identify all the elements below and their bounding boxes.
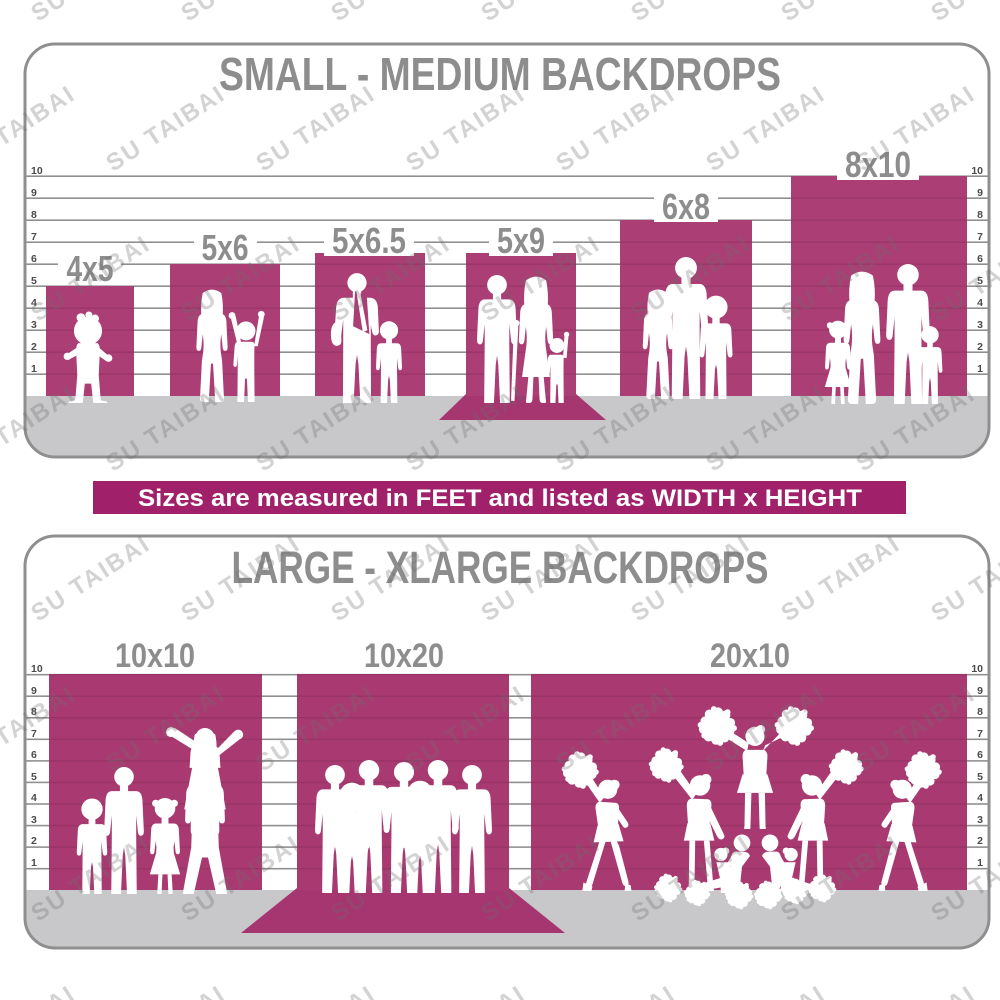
svg-text:3: 3 (977, 319, 983, 331)
svg-text:6: 6 (977, 749, 983, 761)
svg-text:1: 1 (977, 363, 983, 375)
svg-text:6x8: 6x8 (662, 186, 710, 227)
svg-text:4: 4 (31, 792, 37, 804)
svg-text:10: 10 (31, 663, 43, 675)
svg-text:9: 9 (977, 685, 983, 697)
svg-text:3: 3 (977, 814, 983, 826)
svg-text:5: 5 (31, 275, 37, 287)
svg-text:8: 8 (977, 209, 983, 221)
svg-text:7: 7 (31, 231, 37, 243)
svg-text:1: 1 (977, 857, 983, 869)
svg-text:10: 10 (971, 165, 983, 177)
svg-text:LARGE - XLARGE BACKDROPS: LARGE - XLARGE BACKDROPS (232, 542, 769, 593)
svg-text:9: 9 (31, 187, 37, 199)
svg-text:5x9: 5x9 (497, 220, 545, 261)
svg-text:5x6: 5x6 (202, 227, 249, 268)
svg-text:10: 10 (971, 663, 983, 675)
svg-text:4: 4 (977, 792, 983, 804)
svg-text:8: 8 (977, 706, 983, 718)
svg-text:20x10: 20x10 (710, 637, 790, 675)
svg-text:6: 6 (31, 749, 37, 761)
svg-text:5: 5 (977, 771, 983, 783)
svg-text:6: 6 (31, 253, 37, 265)
svg-text:10: 10 (31, 165, 43, 177)
svg-text:5: 5 (31, 771, 37, 783)
svg-text:Sizes are measured in FEET and: Sizes are measured in FEET and listed as… (138, 485, 862, 512)
svg-text:4x5: 4x5 (67, 248, 114, 289)
svg-text:5: 5 (977, 275, 983, 287)
svg-text:7: 7 (31, 728, 37, 740)
svg-text:SMALL - MEDIUM BACKDROPS: SMALL - MEDIUM BACKDROPS (219, 48, 781, 100)
svg-text:9: 9 (31, 685, 37, 697)
svg-text:9: 9 (977, 187, 983, 199)
svg-text:8x10: 8x10 (845, 144, 911, 185)
svg-text:1: 1 (31, 363, 37, 375)
svg-text:10x10: 10x10 (115, 637, 195, 675)
svg-text:4: 4 (31, 297, 37, 309)
svg-text:2: 2 (977, 835, 983, 847)
svg-text:8: 8 (31, 209, 37, 221)
svg-text:4: 4 (977, 297, 983, 309)
svg-text:2: 2 (31, 835, 37, 847)
svg-text:10x20: 10x20 (364, 637, 444, 675)
svg-text:1: 1 (31, 857, 37, 869)
svg-text:6: 6 (977, 253, 983, 265)
svg-text:2: 2 (977, 341, 983, 353)
svg-text:7: 7 (977, 231, 983, 243)
svg-text:7: 7 (977, 728, 983, 740)
svg-text:5x6.5: 5x6.5 (332, 220, 406, 261)
svg-text:2: 2 (31, 341, 37, 353)
svg-text:3: 3 (31, 319, 37, 331)
svg-text:3: 3 (31, 814, 37, 826)
svg-text:8: 8 (31, 706, 37, 718)
